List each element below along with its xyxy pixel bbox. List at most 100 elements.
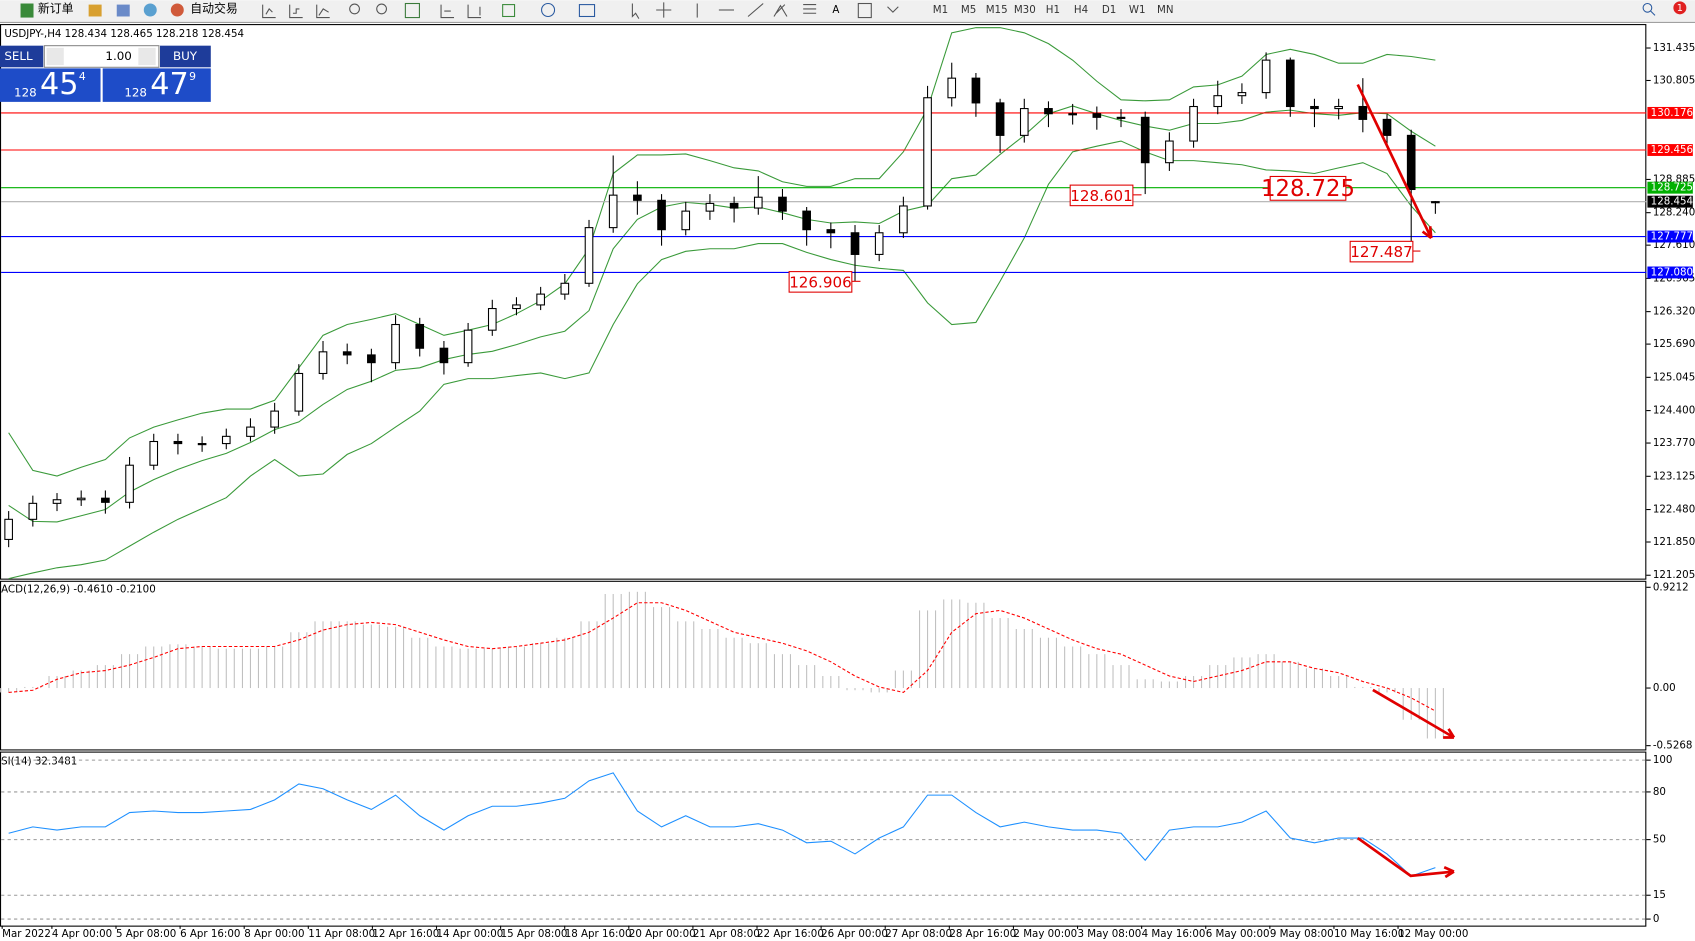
search-icon[interactable]: [1642, 2, 1653, 13]
ask-pip: 9: [189, 70, 196, 83]
candle-body: [729, 202, 739, 209]
candle-body: [221, 435, 231, 445]
ask-big: 47: [150, 67, 189, 102]
level-tag: [1647, 144, 1693, 156]
candle-body: [560, 282, 570, 295]
bid-small: 128: [14, 86, 37, 100]
lot-field[interactable]: [43, 45, 160, 68]
level-tag: [1647, 266, 1693, 279]
timeframe-button[interactable]: W1: [1129, 4, 1146, 16]
toolbar-icons: [262, 2, 1656, 19]
candle-body: [4, 518, 13, 540]
candle-body: [149, 440, 159, 466]
level-label: 128.725: [1651, 182, 1693, 194]
channel-icon[interactable]: [773, 4, 788, 17]
line-chart-icon[interactable]: [316, 4, 330, 19]
bid-box[interactable]: [0, 68, 101, 102]
candle-body: [802, 210, 811, 231]
notification-count: 1: [1677, 3, 1683, 14]
period-icon[interactable]: [541, 2, 556, 18]
y-tick-label: 124.400: [1653, 405, 1695, 417]
crosshair-icon[interactable]: [656, 2, 672, 18]
candle-body: [1431, 201, 1440, 204]
lot-down[interactable]: [46, 47, 64, 66]
x-tick-label: 6 May 00:00: [1206, 928, 1270, 940]
shift-icon[interactable]: [467, 4, 482, 19]
scroll-icon[interactable]: [440, 4, 455, 19]
y-tick-label: 122.480: [1653, 504, 1695, 516]
annotation: 128.601: [1070, 187, 1133, 205]
candle-body: [971, 77, 981, 104]
arrows-icon[interactable]: [887, 6, 899, 13]
candle-body: [270, 410, 279, 428]
tool-icon[interactable]: [88, 4, 102, 17]
lot-value[interactable]: 1.00: [105, 49, 131, 63]
buy-button[interactable]: [159, 45, 211, 68]
bid-pip: 4: [79, 70, 86, 83]
x-tick-label: 18 Apr 16:00: [565, 928, 632, 940]
y-tick-label: 0.00: [1653, 682, 1676, 694]
trendline-icon[interactable]: [747, 3, 764, 17]
timeframe-button[interactable]: H4: [1074, 4, 1088, 16]
tool-icon[interactable]: [143, 3, 157, 17]
ask-box[interactable]: [102, 68, 211, 102]
level-tag: [1647, 230, 1693, 243]
candle-body: [76, 497, 86, 501]
timeframe-button[interactable]: D1: [1102, 4, 1116, 16]
bar-chart-icon[interactable]: [262, 4, 276, 19]
sell-button[interactable]: [0, 45, 44, 68]
candle-body: [1044, 108, 1053, 115]
x-tick-label: 27 Apr 08:00: [885, 928, 952, 940]
notification-badge[interactable]: [1673, 1, 1687, 15]
new-order-icon[interactable]: [20, 3, 34, 18]
y-tick-label: 15: [1653, 889, 1666, 901]
tile-icon[interactable]: [404, 2, 420, 19]
label-icon[interactable]: [857, 2, 872, 19]
ask-small: 128: [124, 86, 147, 100]
rsi-panel: [0, 751, 1647, 927]
tool-icon[interactable]: [116, 4, 130, 17]
timeframe-button[interactable]: M1: [933, 4, 948, 16]
y-tick-label: 125.045: [1653, 371, 1695, 383]
timeframe-button[interactable]: H1: [1046, 4, 1060, 16]
y-tick-label: -0.5268: [1653, 740, 1693, 752]
lot-up[interactable]: [138, 47, 156, 66]
candle-body: [778, 196, 787, 212]
search-icon-handle: [1650, 10, 1656, 16]
candle-body: [681, 210, 691, 231]
text-tool-icon[interactable]: A: [832, 4, 839, 16]
candle-body: [342, 351, 352, 356]
timeframe-button[interactable]: M15: [986, 4, 1008, 16]
bid-big: 45: [40, 67, 78, 102]
candle-body: [1310, 105, 1319, 110]
template-icon[interactable]: [578, 4, 596, 18]
candle-body: [367, 354, 376, 364]
buy-label[interactable]: BUY: [173, 49, 198, 63]
new-order-button[interactable]: 新订单: [38, 1, 74, 15]
candle-icon[interactable]: [289, 4, 303, 19]
timeframe-button[interactable]: M5: [961, 4, 976, 16]
zoom-out-icon[interactable]: [376, 3, 387, 15]
candle-body: [1382, 118, 1392, 136]
candle-body: [463, 329, 473, 364]
y-tick-label: 121.850: [1653, 536, 1695, 548]
fibo-icon[interactable]: [803, 4, 817, 14]
x-tick-label: 28 Apr 16:00: [949, 928, 1016, 940]
x-tick-label: Mar 2022: [2, 928, 51, 940]
candle-body: [1116, 116, 1126, 119]
auto-trading-button[interactable]: 自动交易: [190, 1, 238, 15]
sell-label[interactable]: SELL: [4, 49, 33, 63]
x-tick-label: 21 Apr 08:00: [693, 928, 760, 940]
candle-body: [705, 202, 715, 212]
level-label: 130.176: [1651, 107, 1693, 119]
timeframe-button[interactable]: M30: [1014, 4, 1036, 16]
candle-body: [318, 351, 328, 375]
zoom-in-icon[interactable]: [349, 3, 360, 15]
timeframe-button[interactable]: MN: [1157, 4, 1174, 16]
auto-trading-icon[interactable]: [170, 3, 184, 17]
indicators-icon[interactable]: [502, 4, 516, 18]
cursor-icon[interactable]: [631, 3, 640, 19]
price-panel: [0, 24, 1647, 580]
candle-body: [850, 232, 860, 255]
candle-body: [1237, 92, 1247, 97]
